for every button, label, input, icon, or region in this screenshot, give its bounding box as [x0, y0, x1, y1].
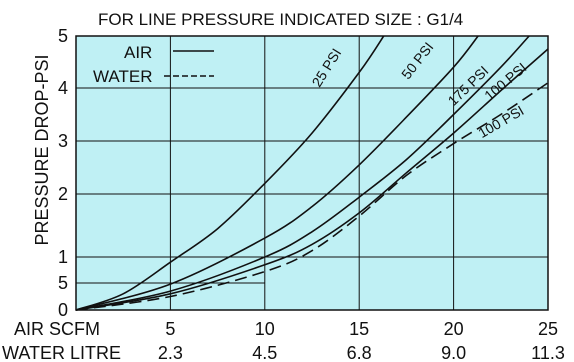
legend: AIR WATER	[93, 43, 214, 86]
y-tick-label: 5	[58, 26, 68, 46]
x-tick-label-water: 2.3	[158, 343, 183, 362]
x-tick-label-air: 15	[349, 319, 369, 339]
x-tick-label-air: 20	[444, 319, 464, 339]
y-tick-label: 3	[58, 131, 68, 151]
series-line-air-4	[75, 48, 549, 311]
y-tick-labels: 0 5 1 2 3 4 5	[58, 26, 68, 320]
x-tick-label-air: 25	[538, 319, 558, 339]
y-tick-label: 1	[58, 247, 68, 267]
series-line-water-5	[75, 82, 549, 311]
x-row-label-air: AIR SCFM	[14, 319, 100, 339]
series-line-air-2	[75, 35, 479, 311]
x-tick-label-air: 10	[255, 319, 275, 339]
chart-title: FOR LINE PRESSURE INDICATED SIZE : G1/4	[98, 10, 463, 29]
x-tick-label-water: 9.0	[441, 343, 466, 362]
series-line-air-1	[75, 35, 385, 311]
series-line-air-3	[75, 35, 530, 311]
y-tick-label: 4	[58, 78, 68, 98]
legend-label-air: AIR	[124, 43, 152, 62]
y-tick-label: 0	[58, 300, 68, 320]
y-tick-label: 5	[58, 273, 68, 293]
legend-label-water: WATER	[93, 67, 153, 86]
x-tick-labels: 5 10 15 20 25 2.3 4.5 6.8 9.0 11.3	[158, 319, 565, 362]
x-tick-label-air: 5	[165, 319, 175, 339]
x-tick-label-water: 4.5	[252, 343, 277, 362]
y-tick-label: 2	[58, 184, 68, 204]
x-tick-label-water: 6.8	[347, 343, 372, 362]
x-row-label-water: WATER LITRE	[2, 343, 121, 362]
plot-background	[75, 35, 549, 311]
x-tick-label-water: 11.3	[531, 343, 565, 362]
y-axis-label: PRESSURE DROP-PSI	[32, 54, 52, 245]
grid	[76, 36, 548, 310]
